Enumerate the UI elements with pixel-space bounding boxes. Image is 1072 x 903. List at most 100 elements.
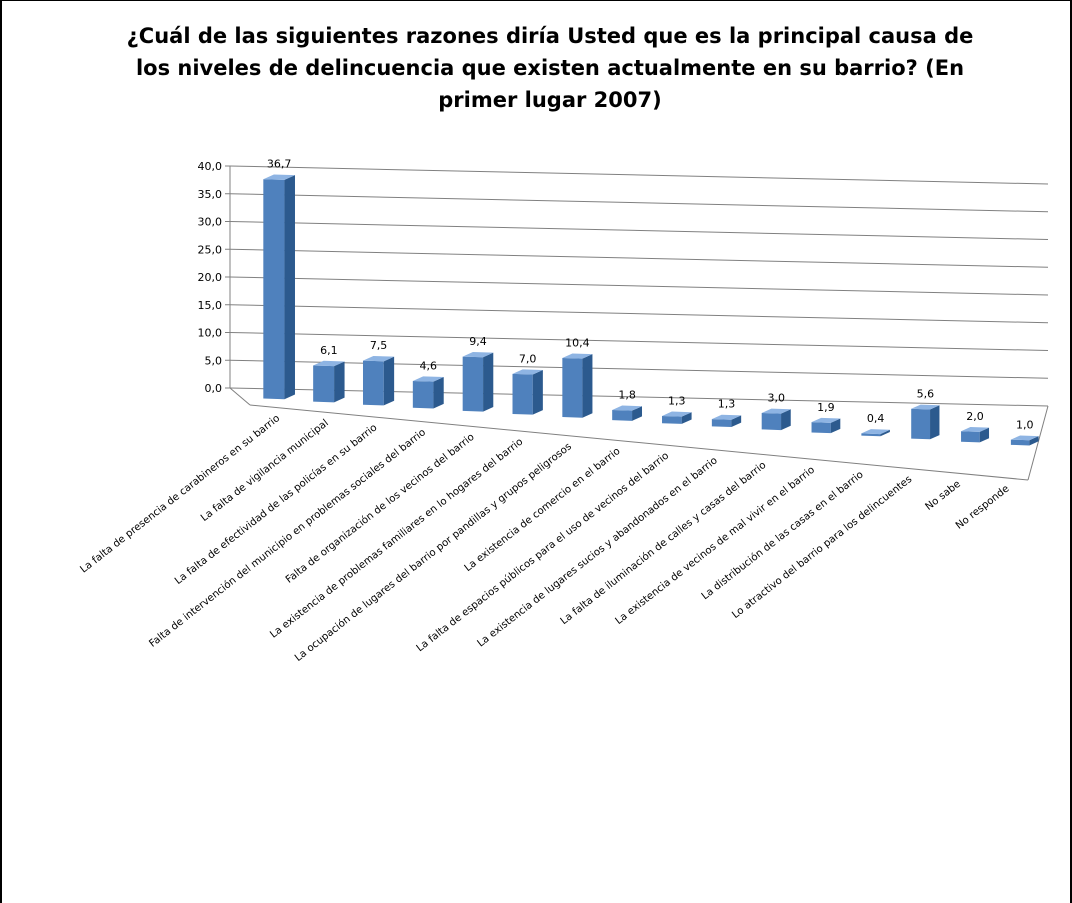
bar [512, 369, 543, 415]
data-label: 7,0 [519, 352, 537, 365]
data-label: 4,6 [420, 359, 438, 372]
bar-front-face [412, 380, 434, 409]
bar-side-face [383, 356, 395, 406]
bar [462, 351, 494, 412]
grid-line [229, 193, 1049, 213]
bar-front-face [1010, 439, 1030, 446]
bar-top-face [961, 426, 990, 432]
bar-front-face [811, 422, 831, 434]
bar-side-face [880, 429, 890, 437]
bar-side-face [532, 370, 543, 415]
bar-top-face [1010, 435, 1039, 441]
grid-line [229, 165, 1049, 185]
grid-line [229, 359, 1049, 379]
bar-front-face [911, 408, 931, 440]
bar-front-face [462, 356, 484, 412]
data-label: 1,0 [1016, 418, 1034, 431]
data-label: 6,1 [320, 344, 338, 357]
data-label: 0,4 [867, 412, 885, 425]
bar [263, 174, 295, 400]
bar [911, 404, 940, 440]
grid-line [229, 276, 1049, 296]
bar-side-face [1029, 436, 1039, 446]
bar-front-face [861, 433, 881, 437]
bar-top-face [662, 411, 692, 417]
bar-front-face [761, 412, 782, 431]
data-label: 1,3 [668, 395, 686, 408]
bar [612, 405, 643, 421]
bar-top-face [612, 405, 643, 411]
grid-line [229, 332, 1049, 351]
bar-front-face [711, 419, 732, 427]
grid-lines [225, 165, 1049, 407]
data-label: 5,6 [917, 388, 935, 401]
data-label: 9,4 [469, 335, 487, 348]
grid-line [229, 248, 1049, 268]
category-label: No responde [954, 483, 1012, 531]
data-label: 3,0 [767, 392, 785, 405]
bar [362, 355, 395, 406]
bar-side-face [781, 409, 791, 431]
bar-top-face [562, 353, 593, 359]
bar-top-face [362, 355, 395, 362]
category-label: La falta de espacios públicos para el us… [414, 450, 671, 655]
bar-side-face [930, 405, 940, 440]
bars [263, 174, 1039, 446]
bar-top-face [811, 417, 841, 423]
category-label: No sabe [924, 479, 963, 513]
bar-front-face [612, 410, 633, 421]
bar-front-face [562, 358, 583, 418]
bar-front-face [362, 360, 384, 406]
data-label: 36,7 [267, 157, 292, 170]
bar [662, 411, 692, 424]
bar [711, 414, 742, 427]
category-label: La existencia de vecinos de mal vivir en… [614, 465, 817, 627]
bar-front-face [263, 179, 285, 400]
bar-front-face [961, 431, 980, 443]
category-label: Falta de organización de los vecinos del… [283, 431, 476, 586]
floor-right-edge [1027, 405, 1049, 481]
bar [562, 353, 593, 418]
bar-top-face [462, 351, 494, 358]
bar-top-face [263, 174, 295, 180]
bar-side-face [582, 354, 593, 418]
chart-title: ¿Cuál de las siguientes razones diría Us… [126, 24, 974, 112]
data-label: 2,0 [966, 410, 984, 423]
bar [1010, 435, 1039, 446]
category-labels: La falta de presencia de carabineros en … [78, 413, 1011, 664]
bar-front-face [512, 373, 533, 415]
bar-front-face [313, 365, 335, 403]
y-tick-label: 35,0 [198, 188, 223, 201]
category-label: La falta de efectividad de las policías … [172, 422, 379, 587]
floor-side-edge [229, 387, 251, 406]
bar-top-face [861, 429, 890, 435]
y-tick-label: 20,0 [198, 271, 223, 284]
y-tick-label: 30,0 [198, 216, 223, 229]
bar-top-face [313, 360, 345, 367]
bar-side-face [731, 415, 742, 427]
bar-side-face [830, 418, 841, 434]
bar-side-face [334, 361, 345, 403]
bar-side-face [632, 406, 643, 421]
bar-side-face [433, 377, 444, 409]
grid-line [229, 221, 1049, 240]
category-label: La existencia de problemas familiares en… [268, 436, 525, 640]
bar-side-face [284, 175, 295, 400]
bar-side-face [483, 352, 494, 412]
bar-top-face [711, 414, 742, 420]
category-label: La falta de iluminación de calles y casa… [558, 459, 768, 627]
y-tick-label: 15,0 [198, 299, 223, 312]
y-tick-label: 40,0 [198, 160, 223, 173]
y-tick-label: 0,0 [205, 382, 223, 395]
bar [761, 408, 791, 431]
data-label: 10,4 [565, 336, 590, 349]
bar [861, 429, 890, 437]
bar-side-face [979, 427, 990, 443]
data-label: 1,3 [718, 398, 736, 411]
bar-top-face [512, 369, 543, 375]
bar [811, 417, 841, 434]
data-labels: 36,7 6,1 7,5 4,6 9,4 7,0 10,4 1,8 1,3 1,3 3,0 1,9 0,… [267, 157, 1034, 431]
floor-front-edge [249, 404, 1029, 481]
